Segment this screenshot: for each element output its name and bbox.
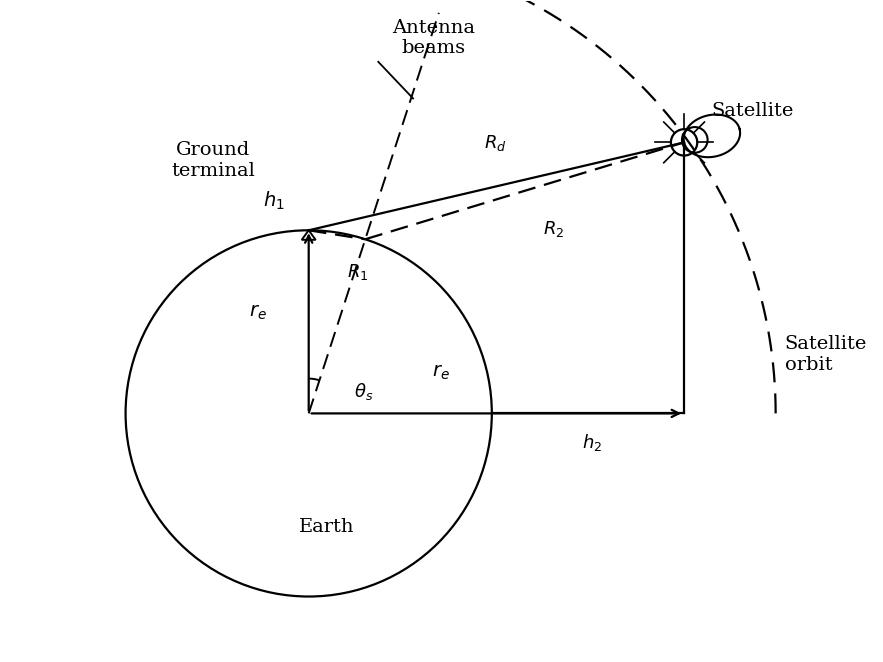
- Text: $R_1$: $R_1$: [347, 262, 368, 283]
- Text: Earth: Earth: [299, 518, 355, 536]
- Text: $r_e$: $r_e$: [432, 364, 449, 382]
- Text: Antenna
beams: Antenna beams: [392, 19, 475, 58]
- Text: $r_e$: $r_e$: [248, 304, 267, 322]
- Text: $\theta_s$: $\theta_s$: [354, 381, 374, 402]
- Text: Satellite: Satellite: [712, 102, 794, 120]
- Text: Ground
terminal: Ground terminal: [171, 141, 255, 180]
- Text: Satellite
orbit: Satellite orbit: [785, 336, 867, 374]
- Text: $R_d$: $R_d$: [484, 133, 507, 154]
- Text: $h_2$: $h_2$: [583, 432, 602, 453]
- Text: $R_2$: $R_2$: [543, 219, 564, 239]
- Text: $h_1$: $h_1$: [263, 190, 285, 212]
